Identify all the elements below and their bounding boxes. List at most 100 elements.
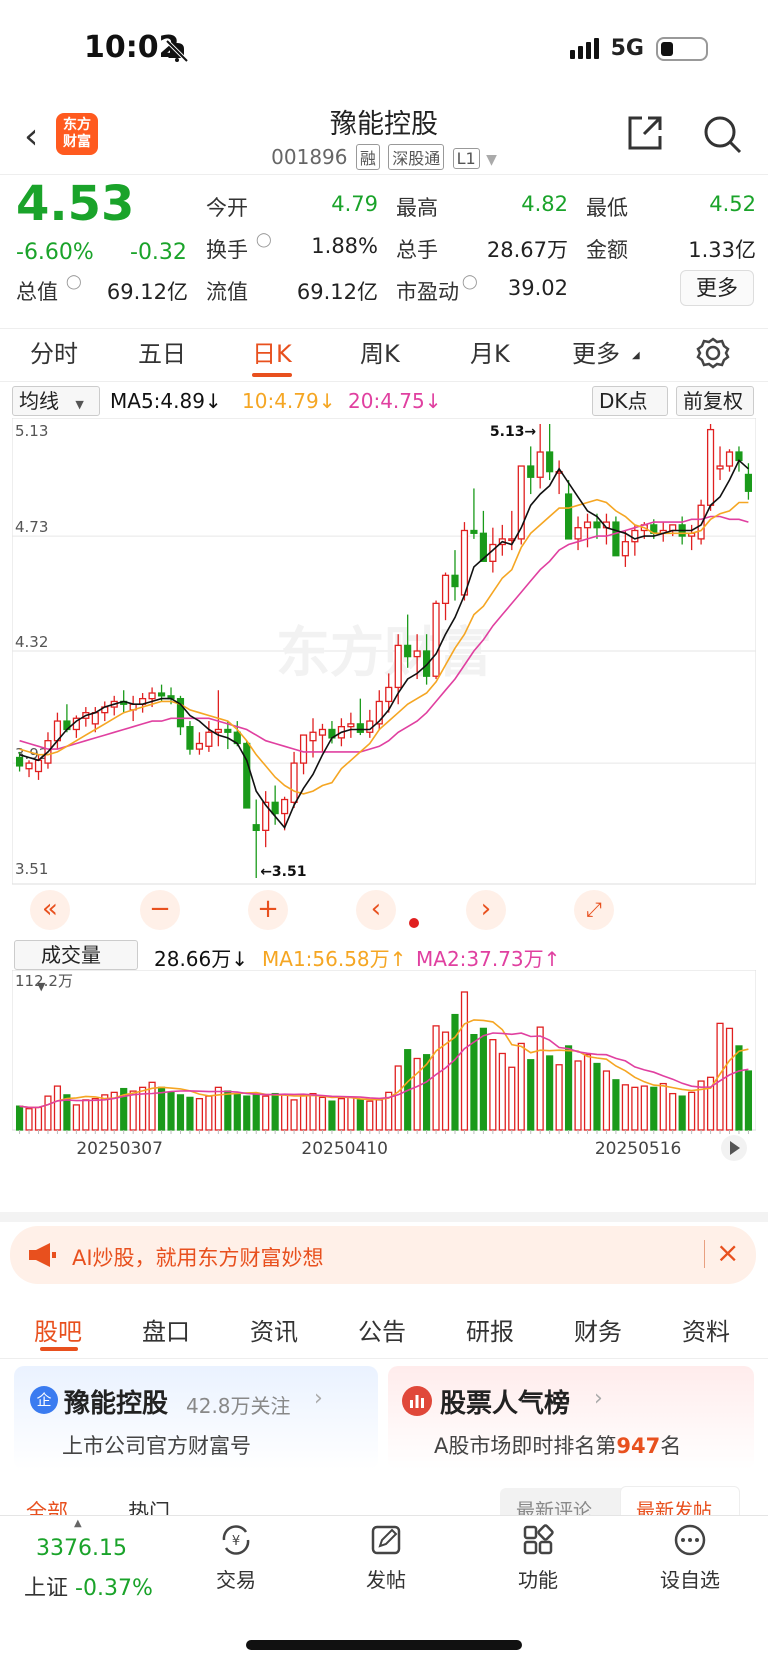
popularity-title[interactable]: 股票人气榜 [440,1389,571,1419]
turnover-value: 1.88% [311,234,378,258]
tab-pankou[interactable]: 盘口 [142,1318,190,1346]
candle-body [593,521,601,529]
share-icon[interactable] [626,114,664,152]
chevron-right-icon[interactable]: › [594,1386,603,1411]
banner-text[interactable]: AI炒股，就用东方财富妙想 [72,1246,324,1270]
candle-body [413,650,421,658]
volume-bar [678,1095,686,1131]
close-icon[interactable]: × [716,1236,740,1269]
ma5-line [19,459,749,830]
nav-trade[interactable]: ¥ 交易 [186,1522,286,1593]
volume-bar [15,1105,24,1131]
date-label: 20250516 [595,1139,682,1159]
more-button[interactable]: 更多 [680,270,754,306]
tab-more[interactable]: 更多 [572,340,620,368]
back-icon[interactable]: ‹ [24,116,39,157]
tab-news[interactable]: 资讯 [250,1318,298,1346]
zoom-in-button[interactable]: + [248,890,288,930]
tab-intraday[interactable]: 分时 [30,340,78,368]
ai-banner[interactable] [10,1226,756,1284]
volume-bar [631,1086,639,1131]
event-dot[interactable] [409,918,419,928]
adjust-button[interactable]: 前复权 [676,386,754,416]
zoom-out-button[interactable]: − [140,890,180,930]
volume-bar [224,1090,232,1131]
bottom-tab-indicator [40,1347,78,1351]
next-button[interactable]: › [466,890,506,930]
candle-body [214,728,222,733]
tab-divider [0,1358,768,1359]
candle-body [15,756,24,767]
tab-monthly-k[interactable]: 月K [470,340,510,368]
chart-frame [12,418,756,885]
candle-body [205,731,213,747]
ma-select[interactable]: 均线 ▼ [12,386,100,416]
tab-daily-k[interactable]: 日K [252,340,292,368]
volume-bar [318,1096,327,1131]
svg-text:¥: ¥ [232,1534,240,1549]
company-card[interactable] [14,1366,378,1470]
dk-point-button[interactable]: DK点 [592,386,668,416]
volume-bar [470,1034,478,1131]
chart-badge-icon [402,1386,432,1416]
volume-bar [82,1099,90,1131]
index-value[interactable]: 3376.15 [36,1536,127,1561]
tab-guba[interactable]: 股吧 [34,1318,82,1346]
search-icon[interactable] [702,114,742,154]
info-icon[interactable]: ◯ [462,274,478,290]
nav-post[interactable]: 发帖 [336,1522,436,1593]
battery-icon [656,36,708,61]
low-price-marker: ←3.51 [260,864,306,880]
rank-value: 947 [616,1434,661,1458]
info-icon[interactable]: ◯ [66,274,82,290]
index-row[interactable]: 上证 -0.37% [24,1570,153,1602]
company-name[interactable]: 豫能控股 [64,1389,169,1419]
candle-body [517,465,525,540]
candle-body [318,728,327,736]
volume-bar [53,1085,62,1131]
candle-body [470,529,478,534]
chevron-right-icon[interactable]: › [314,1386,323,1411]
tab-research[interactable]: 研报 [466,1318,514,1346]
vol-ma2-label: MA2:37.73万↑ [416,947,561,971]
volume-bar [205,1095,213,1131]
pe-label: 市盈动 [396,280,459,304]
tab-profile[interactable]: 资料 [682,1318,730,1346]
nav-watchlist[interactable]: 设自选 [640,1522,740,1593]
volume-bar [508,1066,516,1131]
play-icon [730,1141,740,1155]
nav-function[interactable]: 功能 [488,1522,588,1593]
volume-bar [527,1059,535,1131]
jump-start-button[interactable]: « [30,890,70,930]
tab-weekly-k[interactable]: 周K [360,340,400,368]
caret-down-icon: ▼ [75,398,84,411]
banner-separator [704,1240,705,1268]
market-cap-value: 69.12亿 [106,280,188,304]
volume-bar [441,1031,450,1131]
tab-finance[interactable]: 财务 [574,1318,622,1346]
candle-body [612,521,620,557]
volume-chart[interactable]: 112.2万 20250307 20250410 20250516 [12,970,756,1170]
amount-value: 1.33亿 [688,238,756,262]
fullscreen-button[interactable]: ⤢ [574,890,614,930]
info-icon[interactable]: ◯ [256,232,272,248]
vol-ma1-label: MA1:56.58万↑ [262,947,407,971]
watermark: 东方财富 [276,621,492,684]
trade-icon: ¥ [222,1525,250,1555]
tag-connect: 深股通 [388,144,445,170]
indicator-select[interactable]: 成交量 ▼ [14,940,138,993]
volume-bar [271,1092,279,1131]
tab-announcement[interactable]: 公告 [358,1318,406,1346]
popularity-card[interactable] [388,1366,754,1470]
chart-tab-bar [0,328,768,382]
volume-bar [262,1095,270,1131]
rank-line: A股市场即时排名第947名 [434,1430,681,1460]
candle-body [252,824,260,832]
chevron-down-icon[interactable]: ▼ [486,152,497,168]
candle-body [697,504,705,540]
tab-five-day[interactable]: 五日 [138,340,186,368]
vol-ma2-line [19,1032,749,1109]
prev-button[interactable]: ‹ [356,890,396,930]
settings-gear-icon[interactable] [696,336,730,370]
